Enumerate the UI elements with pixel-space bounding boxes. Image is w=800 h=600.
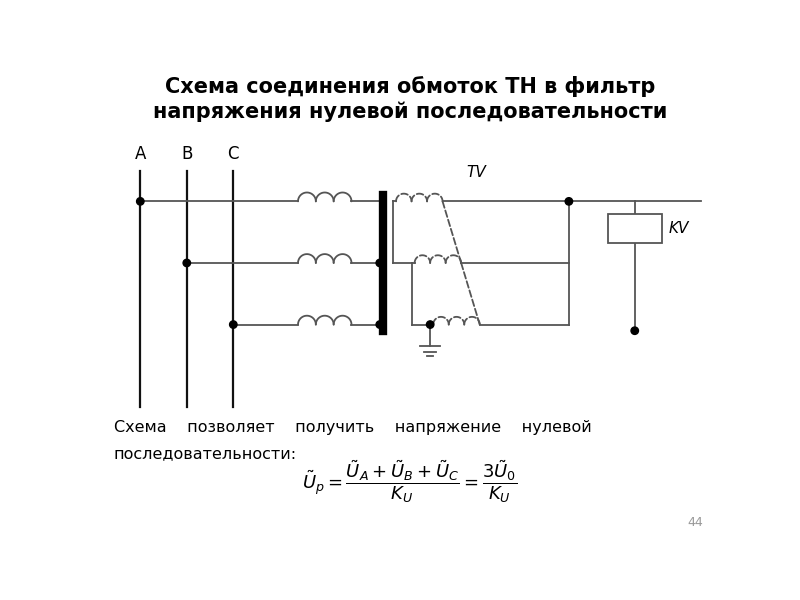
Bar: [608, 214, 662, 243]
Text: $\tilde{U}_{р} = \dfrac{\tilde{U}_{A} + \tilde{U}_{B} + \tilde{U}_{C}}{K_{U}} = : $\tilde{U}_{р} = \dfrac{\tilde{U}_{A} + …: [302, 458, 518, 505]
Circle shape: [376, 321, 383, 328]
Text: Схема    позволяет    получить    напряжение    нулевой: Схема позволяет получить напряжение нуле…: [114, 420, 592, 435]
Text: KV: KV: [669, 221, 690, 236]
Text: A: A: [134, 145, 146, 163]
Circle shape: [137, 197, 144, 205]
Circle shape: [565, 197, 573, 205]
Text: TV: TV: [466, 165, 486, 180]
Text: C: C: [227, 145, 239, 163]
Circle shape: [183, 259, 190, 266]
Text: напряжения нулевой последовательности: напряжения нулевой последовательности: [153, 101, 667, 122]
Text: последовательности:: последовательности:: [114, 446, 297, 461]
Text: Схема соединения обмоток ТН в фильтр: Схема соединения обмоток ТН в фильтр: [165, 76, 655, 97]
Circle shape: [631, 327, 638, 334]
Text: B: B: [181, 145, 193, 163]
Circle shape: [426, 321, 434, 328]
Circle shape: [376, 259, 383, 266]
Circle shape: [230, 321, 237, 328]
Text: 44: 44: [687, 517, 703, 529]
